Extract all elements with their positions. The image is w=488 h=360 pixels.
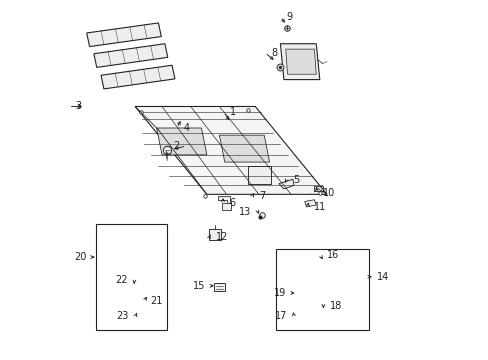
Polygon shape: [219, 135, 269, 162]
Bar: [96, 224, 166, 329]
Text: 2: 2: [173, 141, 180, 151]
Text: 1: 1: [230, 107, 236, 117]
Text: 4: 4: [183, 123, 189, 133]
Polygon shape: [125, 291, 153, 299]
Polygon shape: [94, 44, 167, 67]
Text: 21: 21: [150, 296, 163, 306]
Text: 23: 23: [117, 311, 129, 321]
Text: 10: 10: [323, 188, 335, 198]
Text: 7: 7: [258, 191, 264, 201]
Text: 16: 16: [326, 250, 339, 260]
Polygon shape: [86, 23, 161, 46]
Text: 20: 20: [74, 252, 86, 262]
Text: 6: 6: [229, 198, 235, 208]
Text: 19: 19: [273, 288, 285, 298]
Polygon shape: [156, 128, 206, 155]
Polygon shape: [291, 256, 360, 284]
Text: 18: 18: [329, 301, 342, 311]
Polygon shape: [214, 283, 224, 291]
Polygon shape: [247, 166, 271, 184]
Polygon shape: [209, 229, 221, 240]
Polygon shape: [99, 233, 161, 258]
Text: 13: 13: [239, 207, 251, 217]
Polygon shape: [101, 65, 175, 89]
Polygon shape: [278, 179, 293, 189]
Text: 17: 17: [275, 311, 287, 321]
Polygon shape: [217, 196, 230, 205]
Polygon shape: [135, 107, 326, 194]
Text: 11: 11: [314, 202, 326, 212]
Polygon shape: [280, 44, 319, 80]
Text: 5: 5: [292, 175, 299, 185]
Text: 8: 8: [271, 48, 277, 58]
Text: 14: 14: [376, 272, 388, 282]
Text: 12: 12: [215, 232, 228, 242]
Polygon shape: [304, 200, 316, 207]
Polygon shape: [129, 278, 141, 285]
Text: 9: 9: [286, 12, 292, 22]
Polygon shape: [285, 49, 316, 74]
Text: 22: 22: [115, 275, 128, 285]
Bar: [276, 249, 368, 329]
Text: 3: 3: [75, 102, 81, 112]
Polygon shape: [308, 252, 321, 257]
Polygon shape: [222, 203, 230, 211]
Text: 15: 15: [192, 281, 204, 291]
